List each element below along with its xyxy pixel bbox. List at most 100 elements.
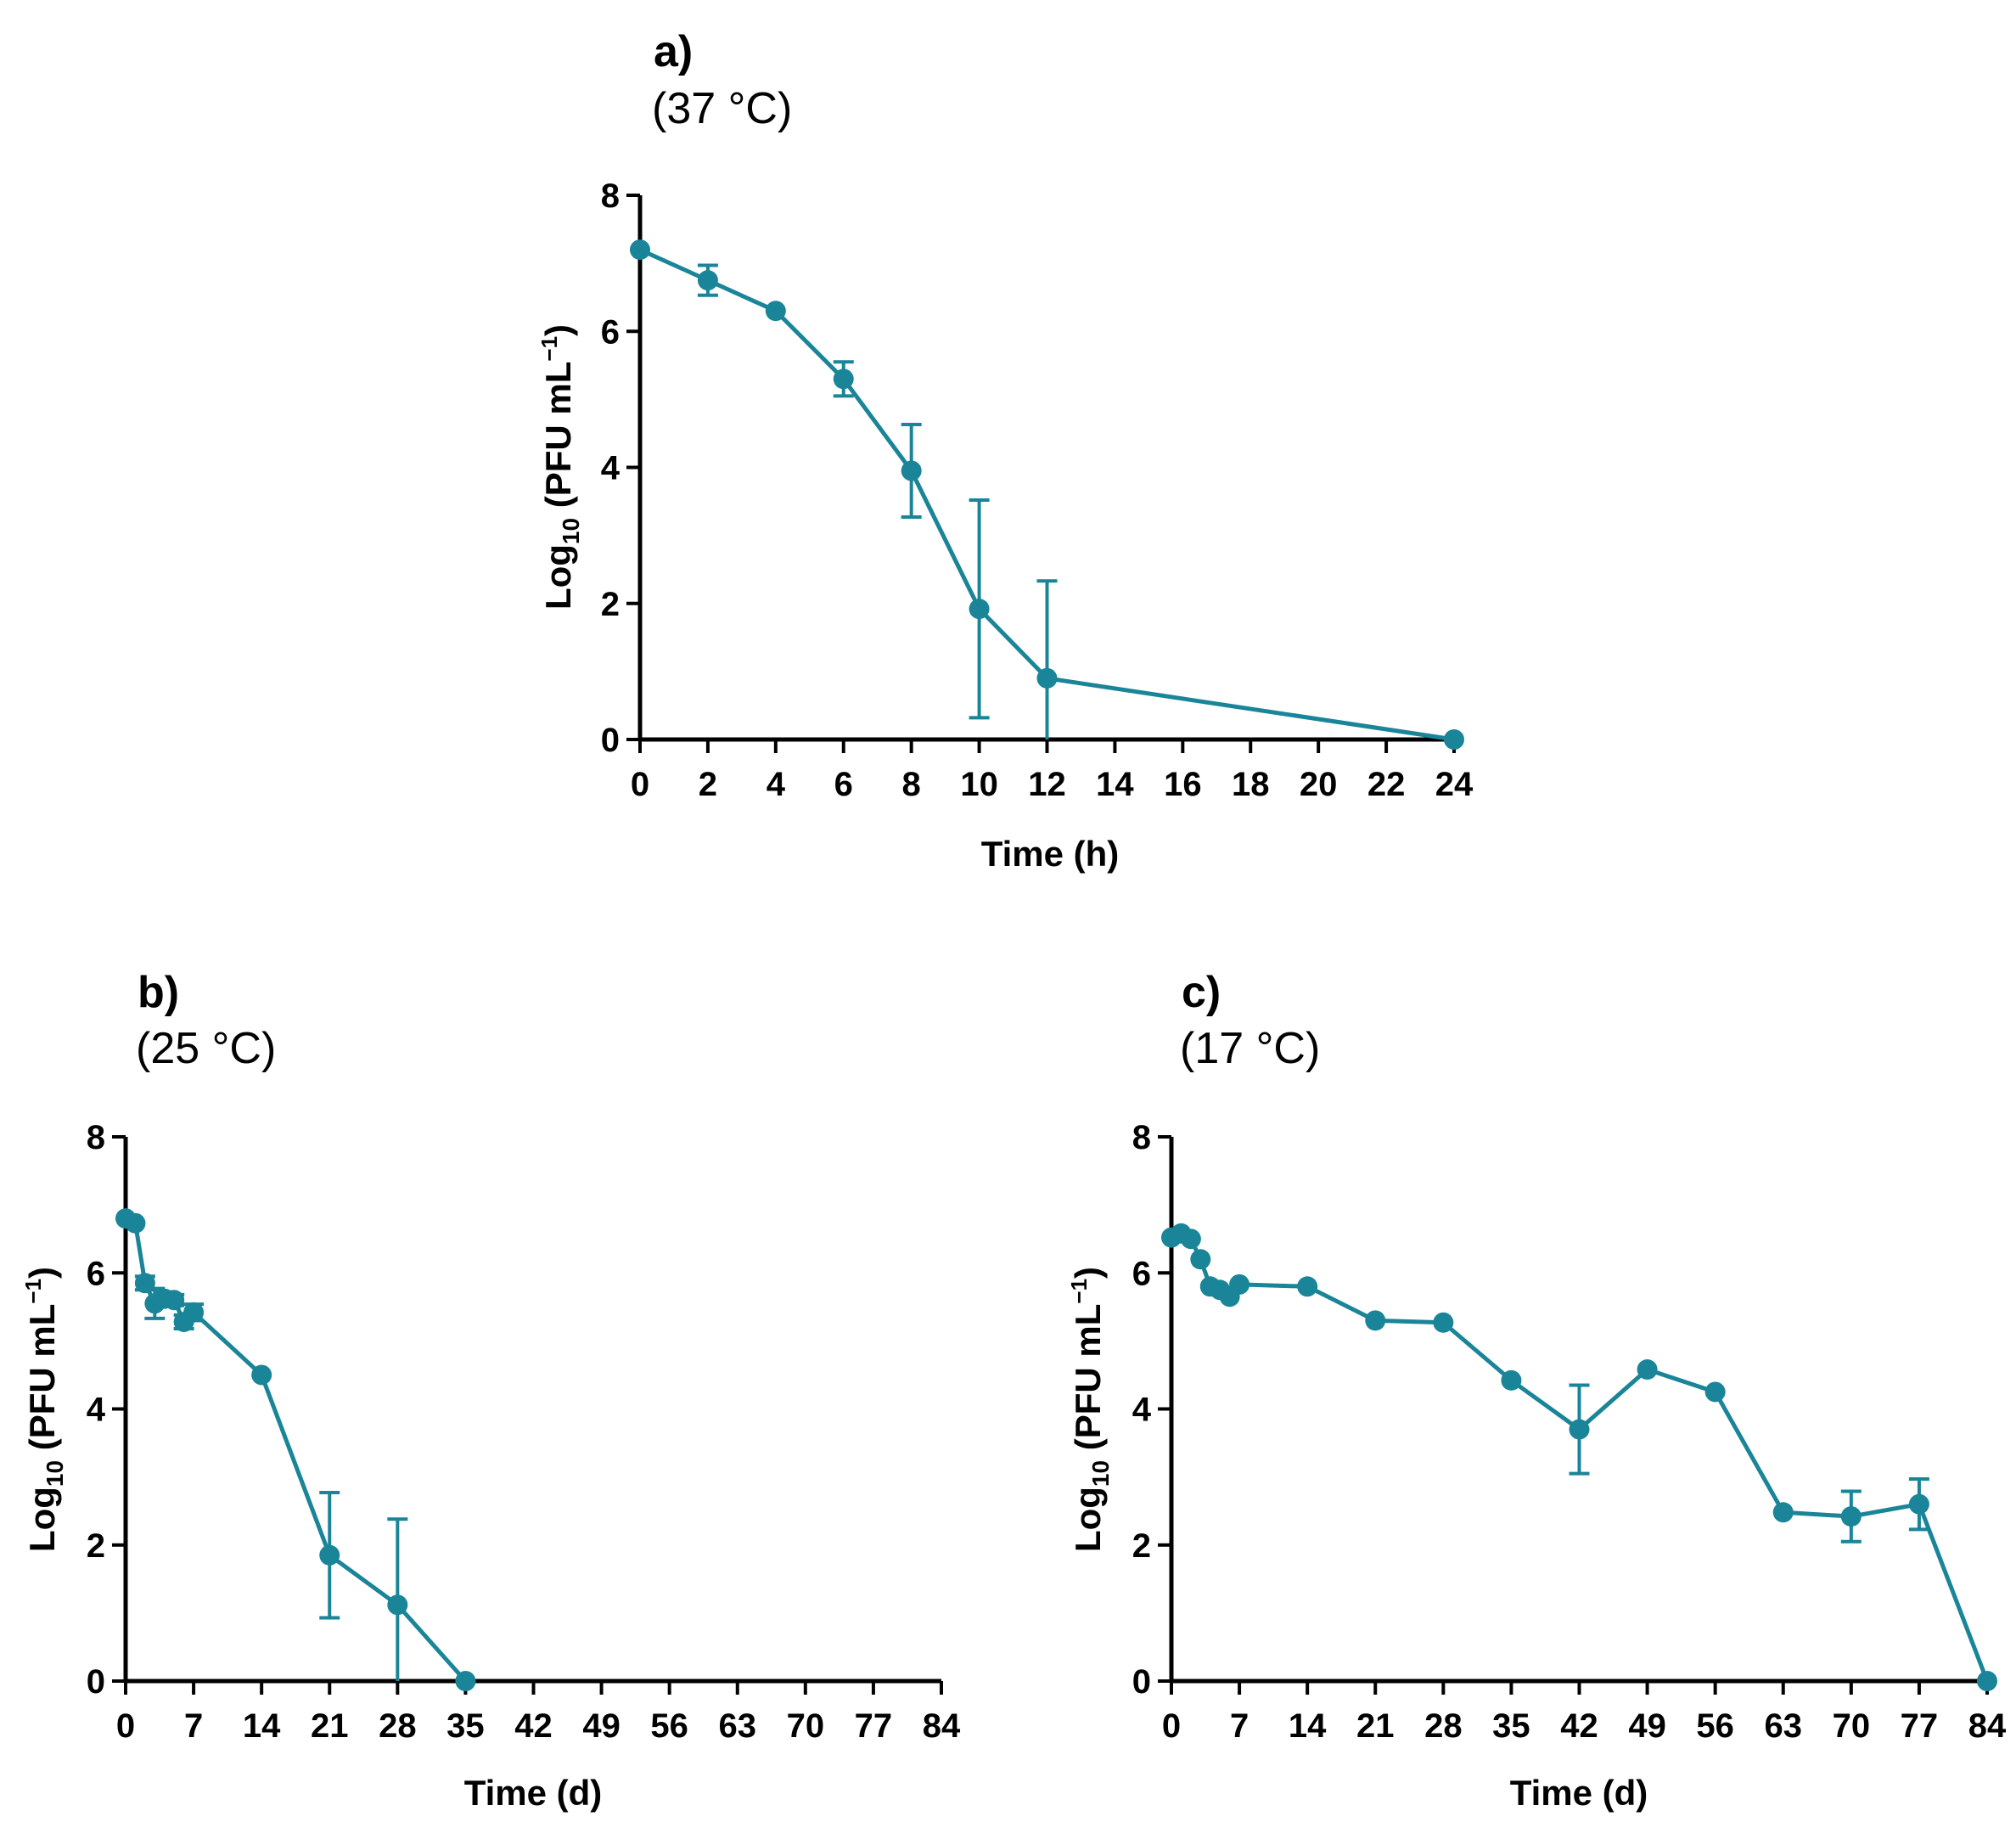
panel-b-x-tick-label: 70 (787, 1707, 825, 1745)
panel-c-x-tick-label: 14 (1289, 1707, 1327, 1745)
panel-c-x-axis-title: Time (d) (1510, 1773, 1648, 1813)
panel-a-data-point (969, 599, 990, 620)
panel-b-x-tick-label: 35 (446, 1707, 485, 1745)
panel-c-data-point (1840, 1506, 1862, 1527)
panel-c-data-point (1433, 1312, 1454, 1333)
panel-a-error-bar (1036, 579, 1058, 739)
panel-b-data-point (251, 1364, 272, 1386)
panel-a-x-tick-label: 18 (1232, 766, 1270, 803)
panel-a-y-axis-title: Log10 (PFU mL−1) (536, 324, 584, 610)
panel-a-x-tick-label: 0 (631, 766, 649, 803)
panel-c-x-tick-label: 63 (1765, 1707, 1803, 1745)
panel-b-y-tick-label: 6 (87, 1255, 105, 1292)
panel-c-x-tick-label: 21 (1356, 1707, 1395, 1745)
panel-c-data-point (1772, 1502, 1794, 1523)
panel-c-y-axis-title: Log10 (PFU mL−1) (1066, 1267, 1114, 1552)
panel-a-x-tick-label: 10 (960, 766, 998, 803)
panel-b-x-tick-label: 49 (582, 1707, 621, 1745)
panel-c-plot: 0 2 4 6 8 0 7 14 21 28 35 42 49 56 63 70 77 84 (1132, 1119, 2007, 1745)
panel-a-data-point (765, 301, 786, 322)
panel-b-y-tick-label: 8 (87, 1119, 105, 1156)
panel-b-x-axis-title: Time (d) (464, 1773, 603, 1813)
panel-c-y-tick-label: 0 (1132, 1663, 1151, 1701)
panel-a-data-point (833, 368, 854, 390)
panel-c-x-tick-label: 42 (1560, 1707, 1598, 1745)
panel-a-y-tick-label: 8 (601, 177, 620, 215)
panel-c-data-point (1229, 1274, 1250, 1295)
panel-b-x-tick-label: 21 (311, 1707, 349, 1745)
panel-a-y-tick-label: 4 (601, 450, 621, 487)
panel-b-y-tick-label: 4 (87, 1392, 106, 1429)
panel-b-x-tick-label: 77 (855, 1707, 893, 1745)
panel-b-data-point (164, 1290, 185, 1311)
panel-a-x-tick-label: 22 (1367, 766, 1406, 803)
panel-a-x-tick-label: 20 (1300, 766, 1338, 803)
panel-c-data-point (1637, 1359, 1658, 1381)
panel-a-y-tick-label: 0 (601, 722, 620, 759)
panel-b-y-tick-label: 2 (87, 1527, 105, 1565)
panel-b-x-tick-label: 56 (650, 1707, 688, 1745)
panel-b-subtitle: (25 °C) (136, 1024, 276, 1073)
panel-b-plot: 0 2 4 6 8 0 7 14 21 28 35 42 49 56 63 70 77 84 (87, 1119, 961, 1745)
panel-b-data-point (387, 1594, 408, 1616)
panel-c-y-tick-label: 4 (1132, 1392, 1152, 1429)
panel-c-x-tick-label: 28 (1424, 1707, 1463, 1745)
panel-a-x-tick-label: 24 (1435, 766, 1474, 803)
panel-c-data-point (1297, 1276, 1318, 1297)
panel-a-data-point (697, 270, 718, 291)
panel-a-data-point (1444, 729, 1464, 750)
panel-c-subtitle: (17 °C) (1180, 1024, 1320, 1073)
panel-c-x-tick-label: 70 (1833, 1707, 1871, 1745)
panel-c-data-point (1977, 1671, 1997, 1691)
panel-c-y-tick-label: 2 (1132, 1527, 1151, 1565)
panel-a-x-tick-label: 6 (834, 766, 853, 803)
panel-c-data-point (1190, 1249, 1211, 1270)
panel-c: c) (17 °C) 0 2 4 6 8 0 7 14 21 28 35 42 49 56 63 70 77 84… (1066, 968, 2007, 1813)
panel-a-x-tick-label: 8 (902, 766, 921, 803)
panel-c-x-tick-label: 84 (1968, 1707, 2007, 1745)
panel-c-data-point (1569, 1419, 1590, 1440)
panel-c-label: c) (1182, 968, 1221, 1017)
panel-c-data-point (1908, 1493, 1929, 1515)
panel-b-x-tick-label: 28 (379, 1707, 417, 1745)
panel-c-y-tick-label: 6 (1132, 1255, 1151, 1292)
panel-c-data-point (1704, 1381, 1726, 1403)
panel-b-x-tick-label: 42 (514, 1707, 553, 1745)
panel-a-x-tick-label: 4 (767, 766, 786, 803)
panel-a-x-axis-title: Time (h) (981, 834, 1120, 874)
panel-a-y-tick-label: 6 (601, 313, 620, 351)
panel-c-data-point (1365, 1310, 1386, 1331)
panel-c-data-point (1501, 1369, 1522, 1391)
panel-a-subtitle: (37 °C) (652, 84, 792, 133)
panel-b-x-tick-label: 0 (116, 1707, 135, 1745)
panel-a-x-tick-label: 16 (1164, 766, 1202, 803)
panel-a-label: a) (654, 27, 693, 76)
panel-b-series-line (124, 1216, 468, 1683)
panel-c-x-tick-label: 49 (1628, 1707, 1666, 1745)
panel-a-data-point (630, 239, 650, 261)
panel-b-y-axis-title: Log10 (PFU mL−1) (20, 1267, 68, 1552)
panel-c-x-tick-label: 0 (1162, 1707, 1181, 1745)
panel-b-x-tick-label: 7 (184, 1707, 203, 1745)
panel-b-data-point (319, 1544, 340, 1566)
panel-a-x-tick-label: 14 (1096, 766, 1134, 803)
panel-a-y-tick-label: 2 (601, 586, 620, 623)
panel-b-x-tick-label: 63 (719, 1707, 757, 1745)
panel-b-data-point (134, 1273, 155, 1294)
panel-b-x-tick-label: 84 (923, 1707, 961, 1745)
panel-b: b) (25 °C) 0 2 4 6 8 0 7 14 21 28 35 42 49 56 63 70 77 84… (20, 968, 961, 1813)
panel-c-x-tick-label: 77 (1901, 1707, 1939, 1745)
panel-a-data-point (901, 460, 922, 481)
panel-c-x-tick-label: 35 (1492, 1707, 1530, 1745)
panel-a-x-tick-label: 2 (699, 766, 717, 803)
panel-a-x-tick-label: 12 (1028, 766, 1066, 803)
panel-c-y-tick-label: 8 (1132, 1119, 1151, 1156)
panel-a-data-point (1036, 667, 1058, 689)
panel-b-label: b) (138, 968, 179, 1017)
panel-b-data-point (455, 1671, 476, 1691)
panel-a-series-line (638, 247, 1455, 742)
panel-c-data-point (1180, 1229, 1201, 1250)
